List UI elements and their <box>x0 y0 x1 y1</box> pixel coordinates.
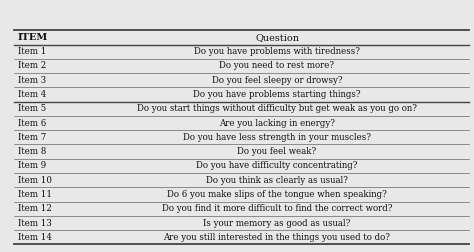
Text: Do you have less strength in your muscles?: Do you have less strength in your muscle… <box>183 133 371 142</box>
Text: Item 3: Item 3 <box>18 76 46 85</box>
Text: Item 11: Item 11 <box>18 190 52 199</box>
Text: Do you feel sleepy or drowsy?: Do you feel sleepy or drowsy? <box>212 76 342 85</box>
Text: Do you have problems starting things?: Do you have problems starting things? <box>193 90 361 99</box>
Text: Item 4: Item 4 <box>18 90 46 99</box>
Text: Item 6: Item 6 <box>18 118 46 128</box>
Text: Are you lacking in energy?: Are you lacking in energy? <box>219 118 335 128</box>
Text: Do you have problems with tiredness?: Do you have problems with tiredness? <box>194 47 360 56</box>
Text: Item 5: Item 5 <box>18 104 46 113</box>
Text: Item 13: Item 13 <box>18 218 52 228</box>
Text: Item 10: Item 10 <box>18 176 52 185</box>
Text: Do you feel weak?: Do you feel weak? <box>237 147 317 156</box>
Text: Item 12: Item 12 <box>18 204 52 213</box>
Text: ITEM: ITEM <box>18 33 48 42</box>
Text: Item 14: Item 14 <box>18 233 52 242</box>
Text: Do you find it more difficult to find the correct word?: Do you find it more difficult to find th… <box>162 204 392 213</box>
Text: Item 8: Item 8 <box>18 147 46 156</box>
Text: Is your memory as good as usual?: Is your memory as good as usual? <box>203 218 351 228</box>
Text: Item 7: Item 7 <box>18 133 46 142</box>
Text: Item 1: Item 1 <box>18 47 46 56</box>
Text: Do 6 you make slips of the tongue when speaking?: Do 6 you make slips of the tongue when s… <box>167 190 387 199</box>
Text: Do you have difficulty concentrating?: Do you have difficulty concentrating? <box>196 161 358 170</box>
Text: Question: Question <box>255 33 299 42</box>
Text: Do you think as clearly as usual?: Do you think as clearly as usual? <box>206 176 348 185</box>
Text: Item 9: Item 9 <box>18 161 46 170</box>
Text: Item 2: Item 2 <box>18 61 46 71</box>
Text: Are you still interested in the things you used to do?: Are you still interested in the things y… <box>164 233 391 242</box>
Text: Do you start things without difficulty but get weak as you go on?: Do you start things without difficulty b… <box>137 104 417 113</box>
Text: Do you need to rest more?: Do you need to rest more? <box>219 61 335 71</box>
